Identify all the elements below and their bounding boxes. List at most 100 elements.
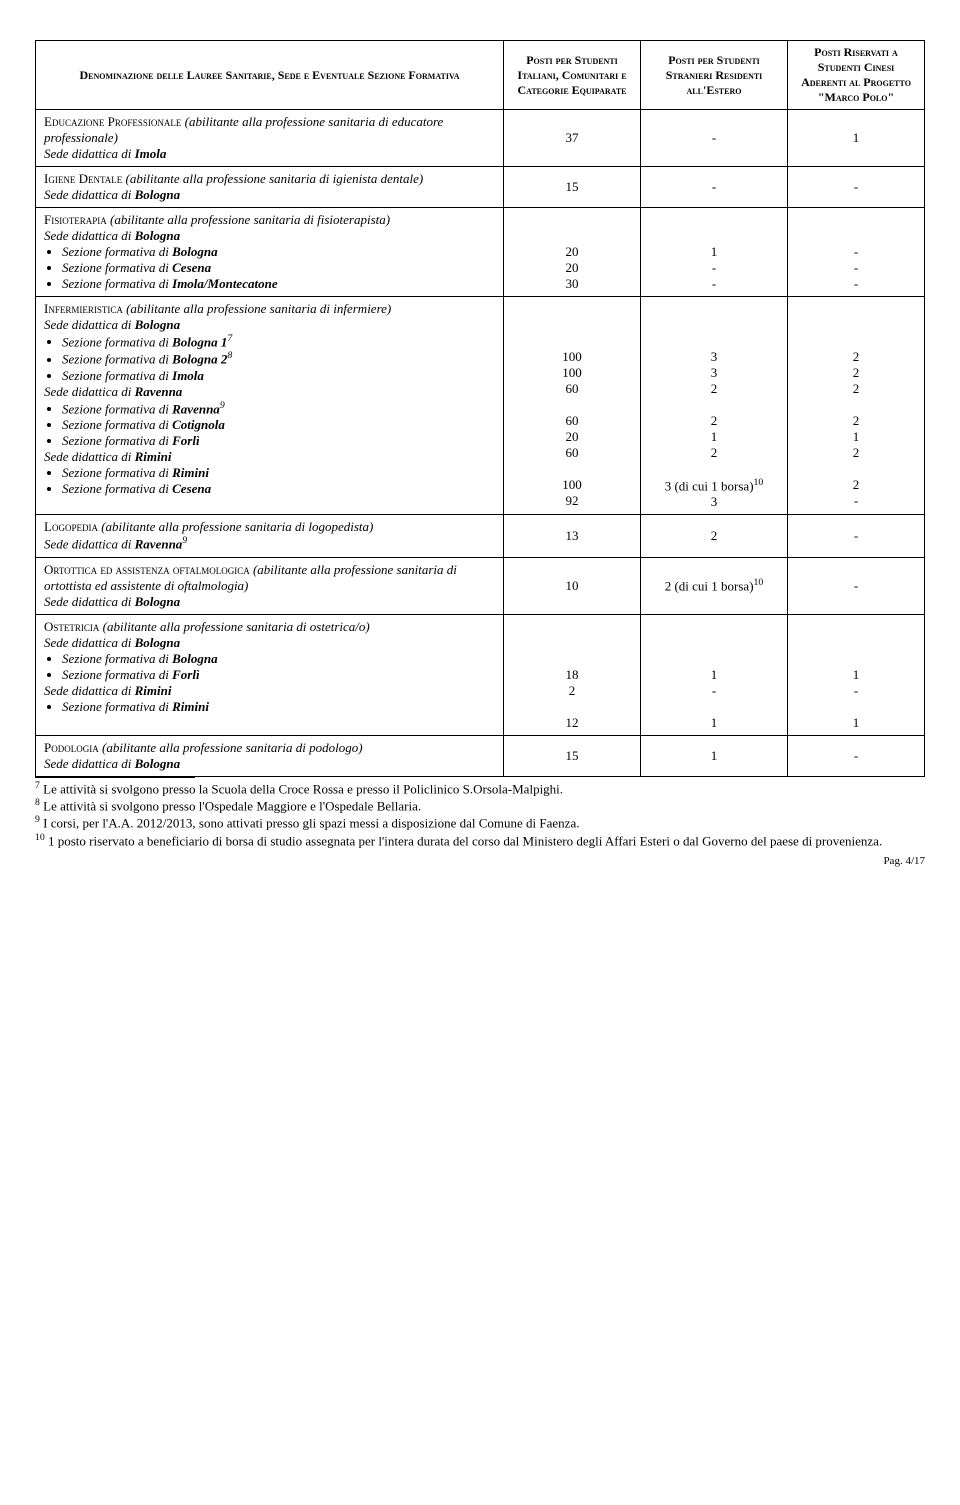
sede-label: Sede didattica di <box>44 635 131 650</box>
header-col2: Posti per Studenti Stranieri Residenti a… <box>641 41 788 110</box>
cell-value: 15 <box>504 735 641 776</box>
row-subtitle: (abilitante alla professione sanitaria d… <box>103 619 370 634</box>
cell-value: 2 <box>796 413 916 429</box>
item-name: Bologna <box>172 244 218 259</box>
item-label: Sezione formativa di <box>62 667 169 682</box>
table-row: Podologia (abilitante alla professione s… <box>36 735 925 776</box>
row-title: Fisioterapia <box>44 212 107 227</box>
cell-value: 37 <box>504 110 641 167</box>
cell-value: 60 <box>512 445 632 461</box>
cell-value: - - - <box>788 208 925 297</box>
cell-value: 2 (di cui 1 borsa) <box>665 578 754 593</box>
cell-value: 18 2 12 <box>504 614 641 735</box>
cell-value: 1 <box>796 715 916 731</box>
footnote: 7 Le attività si svolgono presso la Scuo… <box>35 780 925 797</box>
cell-value: 2 <box>796 349 916 365</box>
table-row: Educazione Professionale (abilitante all… <box>36 110 925 167</box>
item-name: Bologna 1 <box>172 334 227 349</box>
footnote: 10 1 posto riservato a beneficiario di b… <box>35 832 925 849</box>
item-name: Cesena <box>172 260 211 275</box>
item-name: Rimini <box>172 699 209 714</box>
footnote-text: Le attività si svolgono presso la Scuola… <box>43 781 563 796</box>
sede-name: Ravenna <box>135 384 183 399</box>
cell-value: 92 <box>512 493 632 509</box>
row-title: Igiene Dentale <box>44 171 122 186</box>
cell-value: - <box>649 683 779 699</box>
table-row: Ortottica ed assistenza oftalmologica (a… <box>36 557 925 614</box>
footnote-text: 1 posto riservato a beneficiario di bors… <box>48 833 882 848</box>
sede-name: Ravenna <box>135 537 183 552</box>
sede-label: Sede didattica di <box>44 537 131 552</box>
cell-value: 3 <box>649 365 779 381</box>
row-title: Educazione Professionale <box>44 114 181 129</box>
item-label: Sezione formativa di <box>62 651 169 666</box>
page-number: Pag. 4/17 <box>35 855 925 867</box>
cell-value: 1 - 1 <box>641 614 788 735</box>
footnotes: 7 Le attività si svolgono presso la Scuo… <box>35 777 925 849</box>
cell-value: - <box>788 557 925 614</box>
cell-value: 30 <box>512 276 632 292</box>
cell-value: 2 <box>649 413 779 429</box>
header-col0: Denominazione delle Lauree Sanitarie, Se… <box>36 41 504 110</box>
item-name: Ravenna <box>172 401 220 416</box>
cell-value: 2 <box>641 515 788 557</box>
row-subtitle: (abilitante alla professione sanitaria d… <box>125 171 423 186</box>
item-label: Sezione formativa di <box>62 465 169 480</box>
cell-value: - <box>649 276 779 292</box>
footnote-ref: 10 <box>754 577 764 588</box>
row-title: Ostetricia <box>44 619 99 634</box>
cell-value: 2 <box>649 445 779 461</box>
footnote-ref: 9 <box>182 535 187 546</box>
cell-value: 2 <box>649 381 779 397</box>
cell-value: 2 <box>796 477 916 493</box>
sede-label: Sede didattica di <box>44 449 131 464</box>
table-row: Ostetricia (abilitante alla professione … <box>36 614 925 735</box>
cell-value: 18 <box>512 667 632 683</box>
row-title: Logopedia <box>44 519 98 534</box>
cell-value: 20 20 30 <box>504 208 641 297</box>
sede-name: Bologna <box>135 228 181 243</box>
cell-value: - <box>649 260 779 276</box>
cell-value: 20 <box>512 260 632 276</box>
item-label: Sezione formativa di <box>62 433 169 448</box>
cell-value: 3 (di cui 1 borsa)10 <box>649 477 779 494</box>
table-row: Infermieristica (abilitante alla profess… <box>36 297 925 515</box>
item-label: Sezione formativa di <box>62 244 169 259</box>
cell-value: 1 - - <box>641 208 788 297</box>
cell-value: 60 <box>512 381 632 397</box>
row-subtitle: (abilitante alla professione sanitaria d… <box>101 519 373 534</box>
cell-value: 20 <box>512 429 632 445</box>
row-subtitle: (abilitante alla professione sanitaria d… <box>102 740 363 755</box>
item-label: Sezione formativa di <box>62 481 169 496</box>
sede-name: Bologna <box>135 594 181 609</box>
cell-value: 100 100 60 60 20 60 100 92 <box>504 297 641 515</box>
cell-value: 1 <box>796 429 916 445</box>
cell-value: 15 <box>504 167 641 208</box>
row-title: Ortottica ed assistenza oftalmologica <box>44 562 250 577</box>
item-label: Sezione formativa di <box>62 417 169 432</box>
header-col1: Posti per Studenti Italiani, Comunitari … <box>504 41 641 110</box>
cell-value: 2 2 2 2 1 2 2 - <box>788 297 925 515</box>
sede-label: Sede didattica di <box>44 384 131 399</box>
cell-value: - <box>788 167 925 208</box>
item-name: Cotignola <box>172 417 225 432</box>
item-label: Sezione formativa di <box>62 276 169 291</box>
cell-value: 3 <box>649 349 779 365</box>
row-subtitle: (abilitante alla professione sanitaria d… <box>110 212 390 227</box>
cell-value: 13 <box>504 515 641 557</box>
sede-label: Sede didattica di <box>44 228 131 243</box>
footnote-text: I corsi, per l'A.A. 2012/2013, sono atti… <box>43 816 579 831</box>
cell-value: - <box>796 244 916 260</box>
header-col3: Posti Riservati a Studenti Cinesi Aderen… <box>788 41 925 110</box>
footnote-ref: 7 <box>227 333 232 344</box>
sede-label: Sede didattica di <box>44 594 131 609</box>
sede-label: Sede didattica di <box>44 146 131 161</box>
sede-name: Bologna <box>135 756 181 771</box>
footnote-ref: 9 <box>220 400 225 411</box>
cell-value: - <box>641 110 788 167</box>
cell-value: 2 <box>796 365 916 381</box>
cell-value: 60 <box>512 413 632 429</box>
cell-value: 3 <box>649 494 779 510</box>
footnote-ref: 10 <box>754 477 764 488</box>
sede-label: Sede didattica di <box>44 756 131 771</box>
